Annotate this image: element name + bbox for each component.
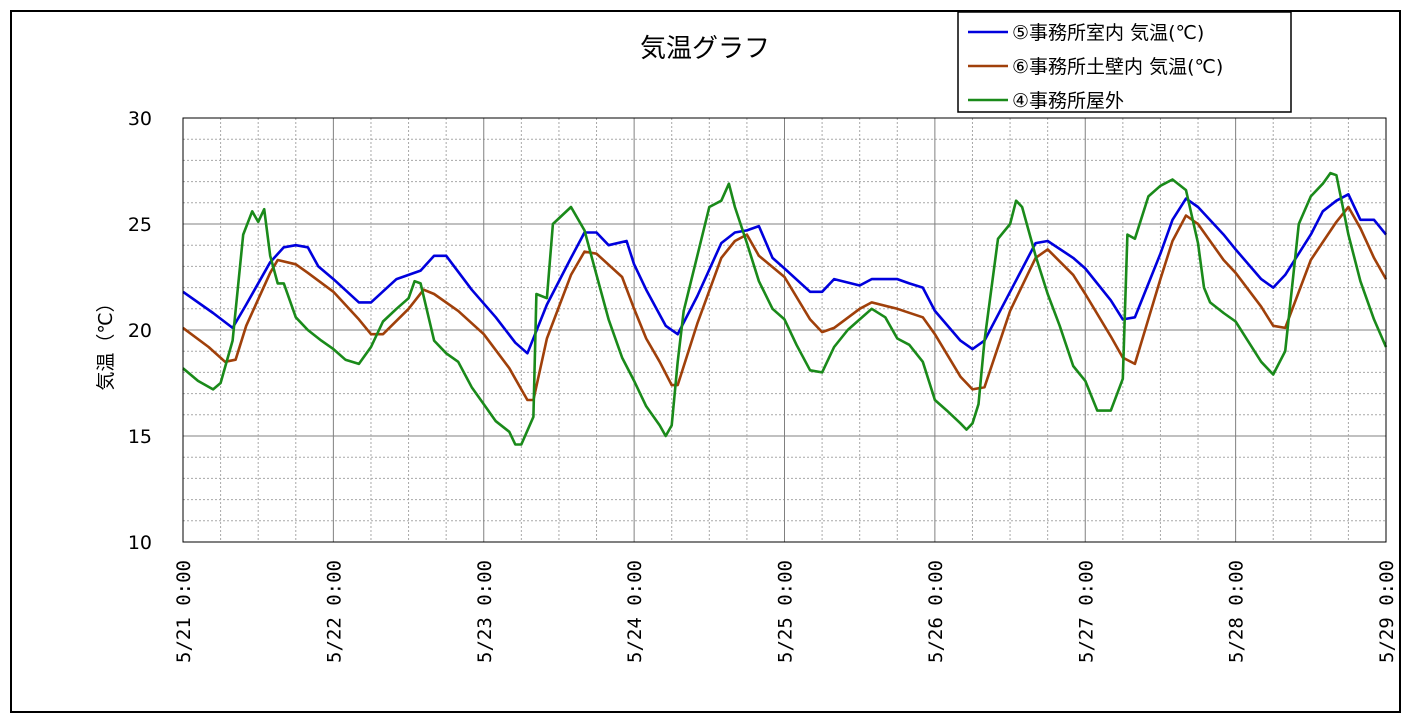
x-tick-label: 5/22 0:00 [323, 560, 345, 663]
y-tick-labels: 10 15 20 25 30 [128, 108, 152, 554]
x-tick-label: 5/26 0:00 [925, 560, 947, 663]
plot-area-border [182, 117, 1387, 543]
x-tick-label: 5/25 0:00 [775, 560, 797, 663]
x-tick-label: 5/27 0:00 [1075, 560, 1097, 663]
legend: ⑤事務所室内 気温(℃) ⑥事務所土壁内 気温(℃) ④事務所屋外 [957, 12, 1292, 113]
series-lines [182, 171, 1388, 446]
y-tick-label: 20 [128, 320, 152, 342]
legend-label: ⑤事務所室内 気温(℃) [1012, 22, 1204, 44]
chart-frame: 気温グラフ 気温（℃） 10 15 20 25 30 5/21 0:00 5/22 0:0… [10, 10, 1401, 713]
x-tick-label: 5/24 0:00 [624, 560, 646, 663]
series-line-3 [182, 171, 1388, 446]
y-tick-label: 30 [128, 108, 152, 130]
x-tick-label: 5/21 0:00 [173, 560, 195, 663]
x-tick-label: 5/23 0:00 [474, 560, 496, 663]
legend-label: ④事務所屋外 [1012, 90, 1124, 112]
series-line-2 [182, 205, 1388, 402]
temperature-chart: 気温グラフ 気温（℃） 10 15 20 25 30 5/21 0:00 5/22 0:0… [95, 12, 1398, 663]
x-tick-label: 5/28 0:00 [1226, 560, 1248, 663]
series-line-1 [182, 193, 1388, 355]
legend-box [957, 12, 1292, 113]
chart-title: 気温グラフ [640, 34, 770, 64]
y-tick-label: 15 [128, 426, 152, 448]
y-tick-label: 10 [128, 532, 152, 554]
grid-lines [183, 118, 1386, 542]
legend-label: ⑥事務所土壁内 気温(℃) [1012, 56, 1223, 78]
x-tick-label: 5/29 0:00 [1376, 560, 1398, 663]
x-tick-labels: 5/21 0:00 5/22 0:00 5/23 0:00 5/24 0:00 5/25… [173, 560, 1398, 663]
y-tick-label: 25 [128, 214, 152, 236]
y-axis-label: 気温（℃） [95, 293, 117, 390]
